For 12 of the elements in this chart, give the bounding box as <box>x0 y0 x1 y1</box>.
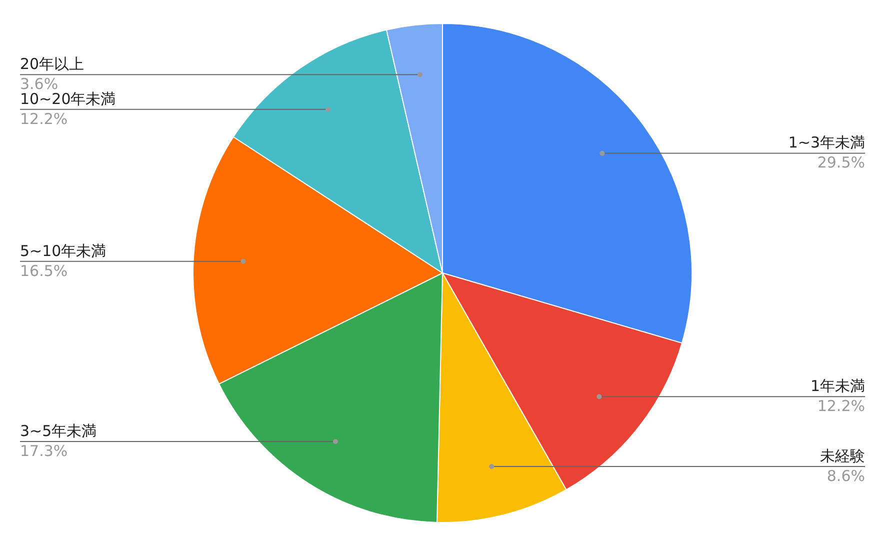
slice-label: 1年未満 <box>810 377 865 396</box>
slice-label: 3~5年未満 <box>20 422 97 440</box>
slice-label: 20年以上 <box>20 55 84 74</box>
data-label: 8.6% <box>826 466 865 485</box>
slice-label: 1~3年未満 <box>788 134 865 152</box>
slice-label: 5~10年未満 <box>20 242 106 260</box>
data-label: 17.3% <box>20 442 68 460</box>
data-label: 12.2% <box>20 110 68 128</box>
data-label: 29.5% <box>817 154 865 172</box>
slice-label: 未経験 <box>820 446 865 465</box>
data-label: 16.5% <box>20 262 68 280</box>
data-label: 12.2% <box>817 397 865 416</box>
